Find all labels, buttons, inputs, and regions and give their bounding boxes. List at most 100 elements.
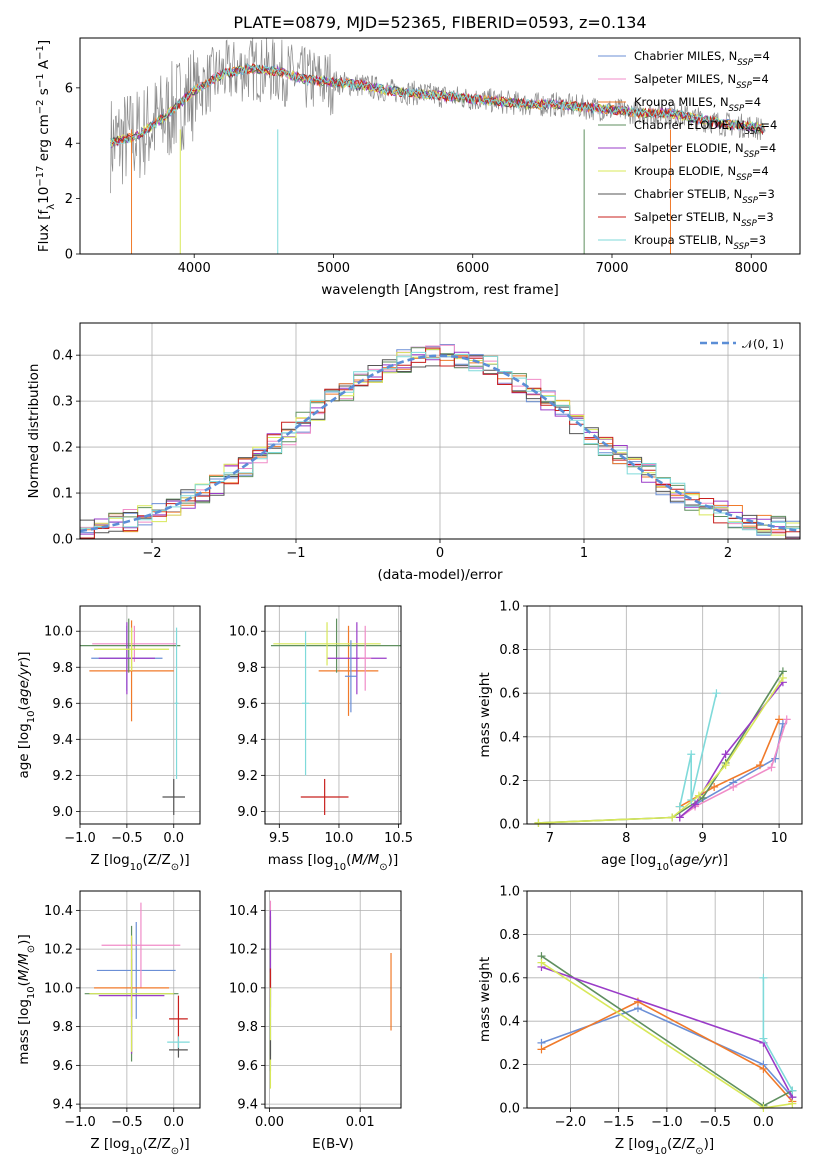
x-tick-label: −1.5 <box>603 1115 635 1130</box>
x-tick-label: 2 <box>724 546 732 561</box>
mass-weight-line <box>538 677 784 824</box>
legend-label-sub: SSP <box>745 127 761 137</box>
x-tick-label: 0.00 <box>255 1115 284 1130</box>
model-spectrum-line <box>110 64 765 148</box>
legend-label-sub: SSP <box>736 173 752 183</box>
y-axis-label-part: λ <box>46 204 57 210</box>
y-axis-label-part: )] <box>16 651 32 662</box>
normal-distribution-curve <box>80 354 800 533</box>
legend-label-name: Salpeter MILES, N <box>634 72 736 86</box>
legend-label: Chabrier ELODIE, NSSP=4 <box>634 118 777 137</box>
y-tick-label: 0.6 <box>499 687 520 702</box>
y-tick-label: 9.4 <box>52 1098 73 1113</box>
y-axis-label: mass [log10(M/M⊙)] <box>16 934 37 1064</box>
y-tick-label: 9.4 <box>237 1098 258 1113</box>
x-tick-label: 5000 <box>317 261 350 276</box>
mass-weight-marker <box>788 1099 797 1108</box>
y-tick-label: 9.8 <box>237 661 258 676</box>
x-tick-label: 10.0 <box>324 831 353 846</box>
y-axis-label-part: ( <box>16 981 32 986</box>
legend-label-count: =4 <box>760 118 777 132</box>
legend-label-name: Salpeter ELODIE, N <box>634 141 744 155</box>
y-tick-label: 1.0 <box>499 885 520 900</box>
y-tick-label: 0.4 <box>499 1015 520 1030</box>
x-tick-label: 8000 <box>735 261 768 276</box>
x-axis-label: mass [log10(M/M⊙)] <box>268 852 398 873</box>
mass-weight-marker <box>721 750 730 759</box>
x-axis-label: wavelength [Angstrom, rest frame] <box>321 282 559 298</box>
y-tick-label: 0.0 <box>499 1102 520 1117</box>
panel-age_vs_mass: 9.5 10.0 10.5 9.0 9.2 9.4 9.6 9.8 10.0 mass [log1… <box>229 605 413 873</box>
y-tick-label: 9.0 <box>52 805 73 820</box>
x-axis-label-part: age/yr <box>674 852 719 868</box>
y-axis-label: mass weight <box>477 957 493 1042</box>
y-tick-label: 9.8 <box>237 1020 258 1035</box>
residual-histogram <box>80 344 800 539</box>
y-tick-label: 0.8 <box>499 928 520 943</box>
y-tick-label: 0.6 <box>499 971 520 986</box>
mass-weight-marker <box>759 1034 768 1043</box>
legend-label-sub: SSP <box>737 58 753 68</box>
axes-frame <box>79 605 201 825</box>
y-axis-label-part: s <box>36 88 52 99</box>
x-axis-label: Z [log10(Z/Z⊙)] <box>90 852 189 873</box>
mass-weight-marker <box>712 689 721 698</box>
legend-label-sub: SSP <box>744 150 760 160</box>
panel-massweight_vs_Z: −2.0 −1.5 −1.0 −0.5 0.0 0.0 0.2 0.4 0.6 0.8 1.0 mas… <box>477 885 803 1157</box>
y-tick-label: 0.0 <box>499 818 520 833</box>
legend-label-count: =4 <box>752 164 769 178</box>
mass-weight-marker <box>729 782 738 791</box>
y-axis-label-part: −17 <box>35 166 46 187</box>
legend-label: Salpeter STELIB, NSSP=3 <box>634 210 774 229</box>
y-tick-label: 0.2 <box>499 1058 520 1073</box>
y-axis-label-part: −2 <box>35 99 46 114</box>
x-axis-label: (data-model)/error <box>377 567 503 583</box>
x-tick-label: 0.01 <box>346 1115 375 1130</box>
y-tick-label: 9.8 <box>52 1020 73 1035</box>
x-axis-label-part: 10 <box>130 1146 143 1157</box>
x-axis-label-part: age [log <box>601 852 656 868</box>
y-tick-label: 10.2 <box>44 943 73 958</box>
legend-label: Salpeter MILES, NSSP=4 <box>634 72 769 91</box>
legend-label-count: =4 <box>753 49 770 63</box>
y-tick-label: 9.2 <box>52 769 73 784</box>
x-axis-label-part: ⊙ <box>379 862 387 873</box>
y-tick-label: 10.0 <box>229 981 258 996</box>
x-axis-label-part: Z [log <box>90 852 129 868</box>
mass-weight-marker <box>759 973 768 982</box>
x-axis-label-part: mass [log <box>268 852 334 868</box>
x-tick-label: −0.5 <box>111 831 143 846</box>
legend-label-name: Chabrier STELIB, N <box>634 187 742 201</box>
y-tick-label: 10.0 <box>44 981 73 996</box>
mass-weight-line <box>679 681 784 819</box>
y-tick-label: 0.8 <box>499 643 520 658</box>
y-tick-label: 9.0 <box>237 805 258 820</box>
y-axis-label-part: ⊙ <box>26 945 37 953</box>
x-tick-label: 0.0 <box>163 831 184 846</box>
legend-label: Chabrier MILES, NSSP=4 <box>634 49 770 68</box>
axes-frame <box>264 890 402 1109</box>
panel-age_vs_Z: −1.0 −0.5 0.09.09.29.49.69.810.0Z [log10(Z… <box>16 605 201 873</box>
mass-weight-marker <box>687 796 696 805</box>
y-tick-label: 9.6 <box>52 697 73 712</box>
mass-weight-marker <box>782 715 791 724</box>
y-tick-label: 0.4 <box>52 349 73 364</box>
axes-frame <box>79 322 801 540</box>
legend-label-name: Kroupa MILES, N <box>634 95 729 109</box>
x-tick-label: 6000 <box>456 261 489 276</box>
legend-label: Salpeter ELODIE, NSSP=4 <box>634 141 776 160</box>
x-tick-label: 1 <box>580 546 588 561</box>
mass-weight-marker <box>788 1086 797 1095</box>
legend-label: Kroupa STELIB, NSSP=3 <box>634 233 766 252</box>
x-axis-label-part: )] <box>388 852 399 868</box>
y-axis-label-part: M/M <box>16 953 32 981</box>
y-axis-label-part: erg cm <box>36 114 52 165</box>
panel-mass_vs_Z: −1.0 −0.5 0.09.49.69.810.010.210.4Z [log10… <box>16 890 201 1157</box>
x-axis-label-part: 10 <box>654 1146 667 1157</box>
y-axis-label-part: age/yr <box>16 661 32 706</box>
legend-label-sub: SSP <box>742 196 758 206</box>
x-tick-label: 0.0 <box>753 1115 774 1130</box>
y-axis-label-part: A <box>36 59 52 73</box>
legend-label-count: =3 <box>757 210 774 224</box>
